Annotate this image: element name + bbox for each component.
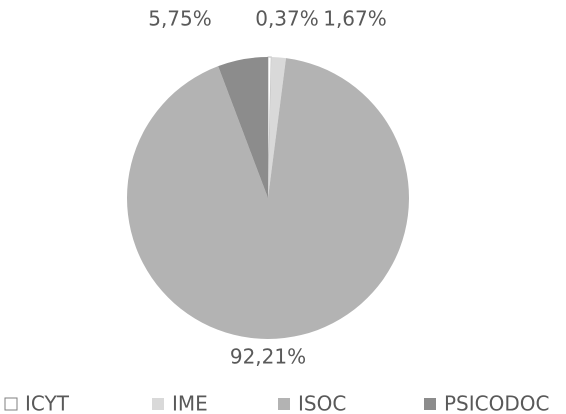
legend-label: ISOC: [298, 392, 346, 414]
pie-slice: [218, 57, 268, 198]
pie-slice: [267, 56, 272, 199]
legend-swatch: [278, 398, 290, 410]
legend-swatch: [4, 397, 18, 411]
legend-label: PSICODOC: [444, 392, 549, 414]
data-label: 0,37%: [255, 7, 319, 31]
legend-swatch: [152, 398, 164, 410]
legend-label: ICYT: [25, 392, 70, 414]
data-label: 92,21%: [230, 345, 306, 369]
legend-swatch: [424, 398, 436, 410]
data-label: 1,67%: [323, 7, 387, 31]
legend-label: IME: [172, 392, 208, 414]
data-label: 5,75%: [148, 7, 212, 31]
pie-slice: [268, 57, 287, 198]
pie-slice: [126, 58, 409, 340]
